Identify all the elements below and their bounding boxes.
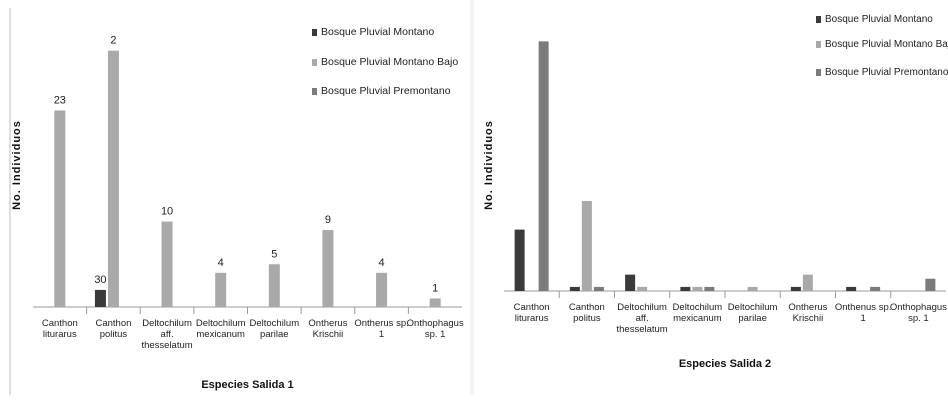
chart1-data-label: 10	[161, 206, 173, 218]
chart2-bar	[569, 286, 580, 291]
chart1-data-label: 1	[432, 282, 438, 294]
chart2-bar	[704, 286, 715, 291]
chart2-y-axis-title: No. Individuos	[483, 120, 495, 210]
chart1-bar	[54, 110, 66, 307]
chart2-x-tick-label: Deltochilum parilae	[728, 302, 778, 324]
chart2-bar	[846, 286, 857, 291]
chart1-data-label: 4	[218, 257, 224, 269]
chart2-x-tick-label: Deltochilum aff. thesselatum	[617, 302, 668, 335]
chart2-x-tick-label: Onthenus sp. 1	[835, 302, 892, 324]
chart1-legend-swatch	[312, 88, 317, 95]
chart1-data-label: 30	[94, 274, 106, 286]
chart1-x-tick-label: Deltochilum mexicanum	[196, 318, 246, 340]
chart2-bar	[802, 274, 813, 291]
chart1-bar	[268, 264, 280, 307]
chart1-x-axis-title: Especies Salida 1	[201, 379, 293, 391]
chart1-y-axis-title: No. Individuos	[11, 120, 23, 210]
chart1-x-tick-label: Deltochilum aff. thesselatum	[141, 318, 192, 351]
chart1-bar	[322, 230, 334, 307]
chart2-x-tick-label: Canthon politus	[569, 302, 605, 324]
chart1-legend-label: Bosque Pluvial Montano Bajo	[321, 56, 458, 68]
chart2-bar	[514, 229, 525, 291]
chart1-x-tick-label: Deltochilum parilae	[249, 318, 299, 340]
chart1-legend-label: Bosque Pluvial Montano	[321, 26, 434, 38]
chart-salida-2: Canthon liturarus Canthon politus Deltochilu…	[474, 0, 948, 395]
chart1-legend-swatch	[312, 59, 317, 66]
chart1-data-label: 23	[54, 94, 66, 106]
chart1-bar	[161, 221, 173, 307]
chart2-bar	[692, 286, 703, 291]
chart2-bar	[593, 286, 604, 291]
chart1-bar	[94, 289, 106, 307]
chart1-data-label: 5	[271, 248, 277, 260]
chart2-bar	[925, 278, 936, 291]
chart2-bar	[790, 286, 801, 291]
chart2-x-tick-label: Onthophagus sp. 1	[890, 302, 947, 324]
chart1-bar	[215, 272, 227, 307]
chart2-legend-label: Bosque Pluvial Montano Bajo	[825, 39, 948, 50]
chart2-bar	[680, 286, 691, 291]
chart1-bar	[429, 298, 441, 307]
chart2-bar	[747, 286, 758, 291]
chart2-bar	[625, 274, 636, 291]
chart1-data-label: 4	[379, 257, 385, 269]
chart2-bar	[538, 41, 549, 291]
chart2-x-tick-label: Canthon liturarus	[514, 302, 550, 324]
chart1-x-tick-label: Onthophagus sp. 1	[407, 318, 464, 340]
chart2-legend-swatch	[816, 69, 821, 76]
chart2-legend-label: Bosque Pluvial Montano	[825, 14, 933, 25]
chart2-bar	[637, 286, 648, 291]
chart-salida-1: Canthon liturarus Canthon politus Deltochilu…	[0, 0, 470, 395]
chart2-legend-swatch	[816, 16, 821, 23]
chart2-legend-label: Bosque Pluvial Premontano	[825, 67, 948, 78]
chart2-x-axis-title: Especies Salida 2	[679, 358, 771, 370]
chart1-data-label: 9	[325, 214, 331, 226]
chart2-x-tick-label: Ontherus Krischii	[788, 302, 827, 324]
chart-salida-2-svg: Canthon liturarus Canthon politus Deltochilu…	[483, 14, 948, 370]
chart1-x-tick-label: Ontherus sp. 1	[354, 318, 408, 340]
chart1-legend-swatch	[312, 29, 317, 36]
chart1-bar	[376, 272, 388, 307]
panel-divider	[470, 0, 474, 395]
chart1-x-tick-label: Canthon liturarus	[42, 318, 78, 340]
chart2-x-tick-label: Deltochilum mexicanum	[673, 302, 723, 324]
chart1-legend-label: Bosque Pluvial Premontano	[321, 85, 451, 97]
chart2-legend-swatch	[816, 41, 821, 48]
chart-salida-1-svg: Canthon liturarus Canthon politus Deltochilu…	[9, 8, 464, 395]
chart2-bar	[581, 200, 592, 291]
chart1-x-tick-label: Ontherus Krischii	[308, 318, 347, 340]
chart2-bar	[870, 286, 881, 291]
chart1-bar	[107, 50, 119, 308]
chart1-data-label: 2	[110, 35, 116, 47]
chart1-x-tick-label: Canthon politus	[95, 318, 131, 340]
